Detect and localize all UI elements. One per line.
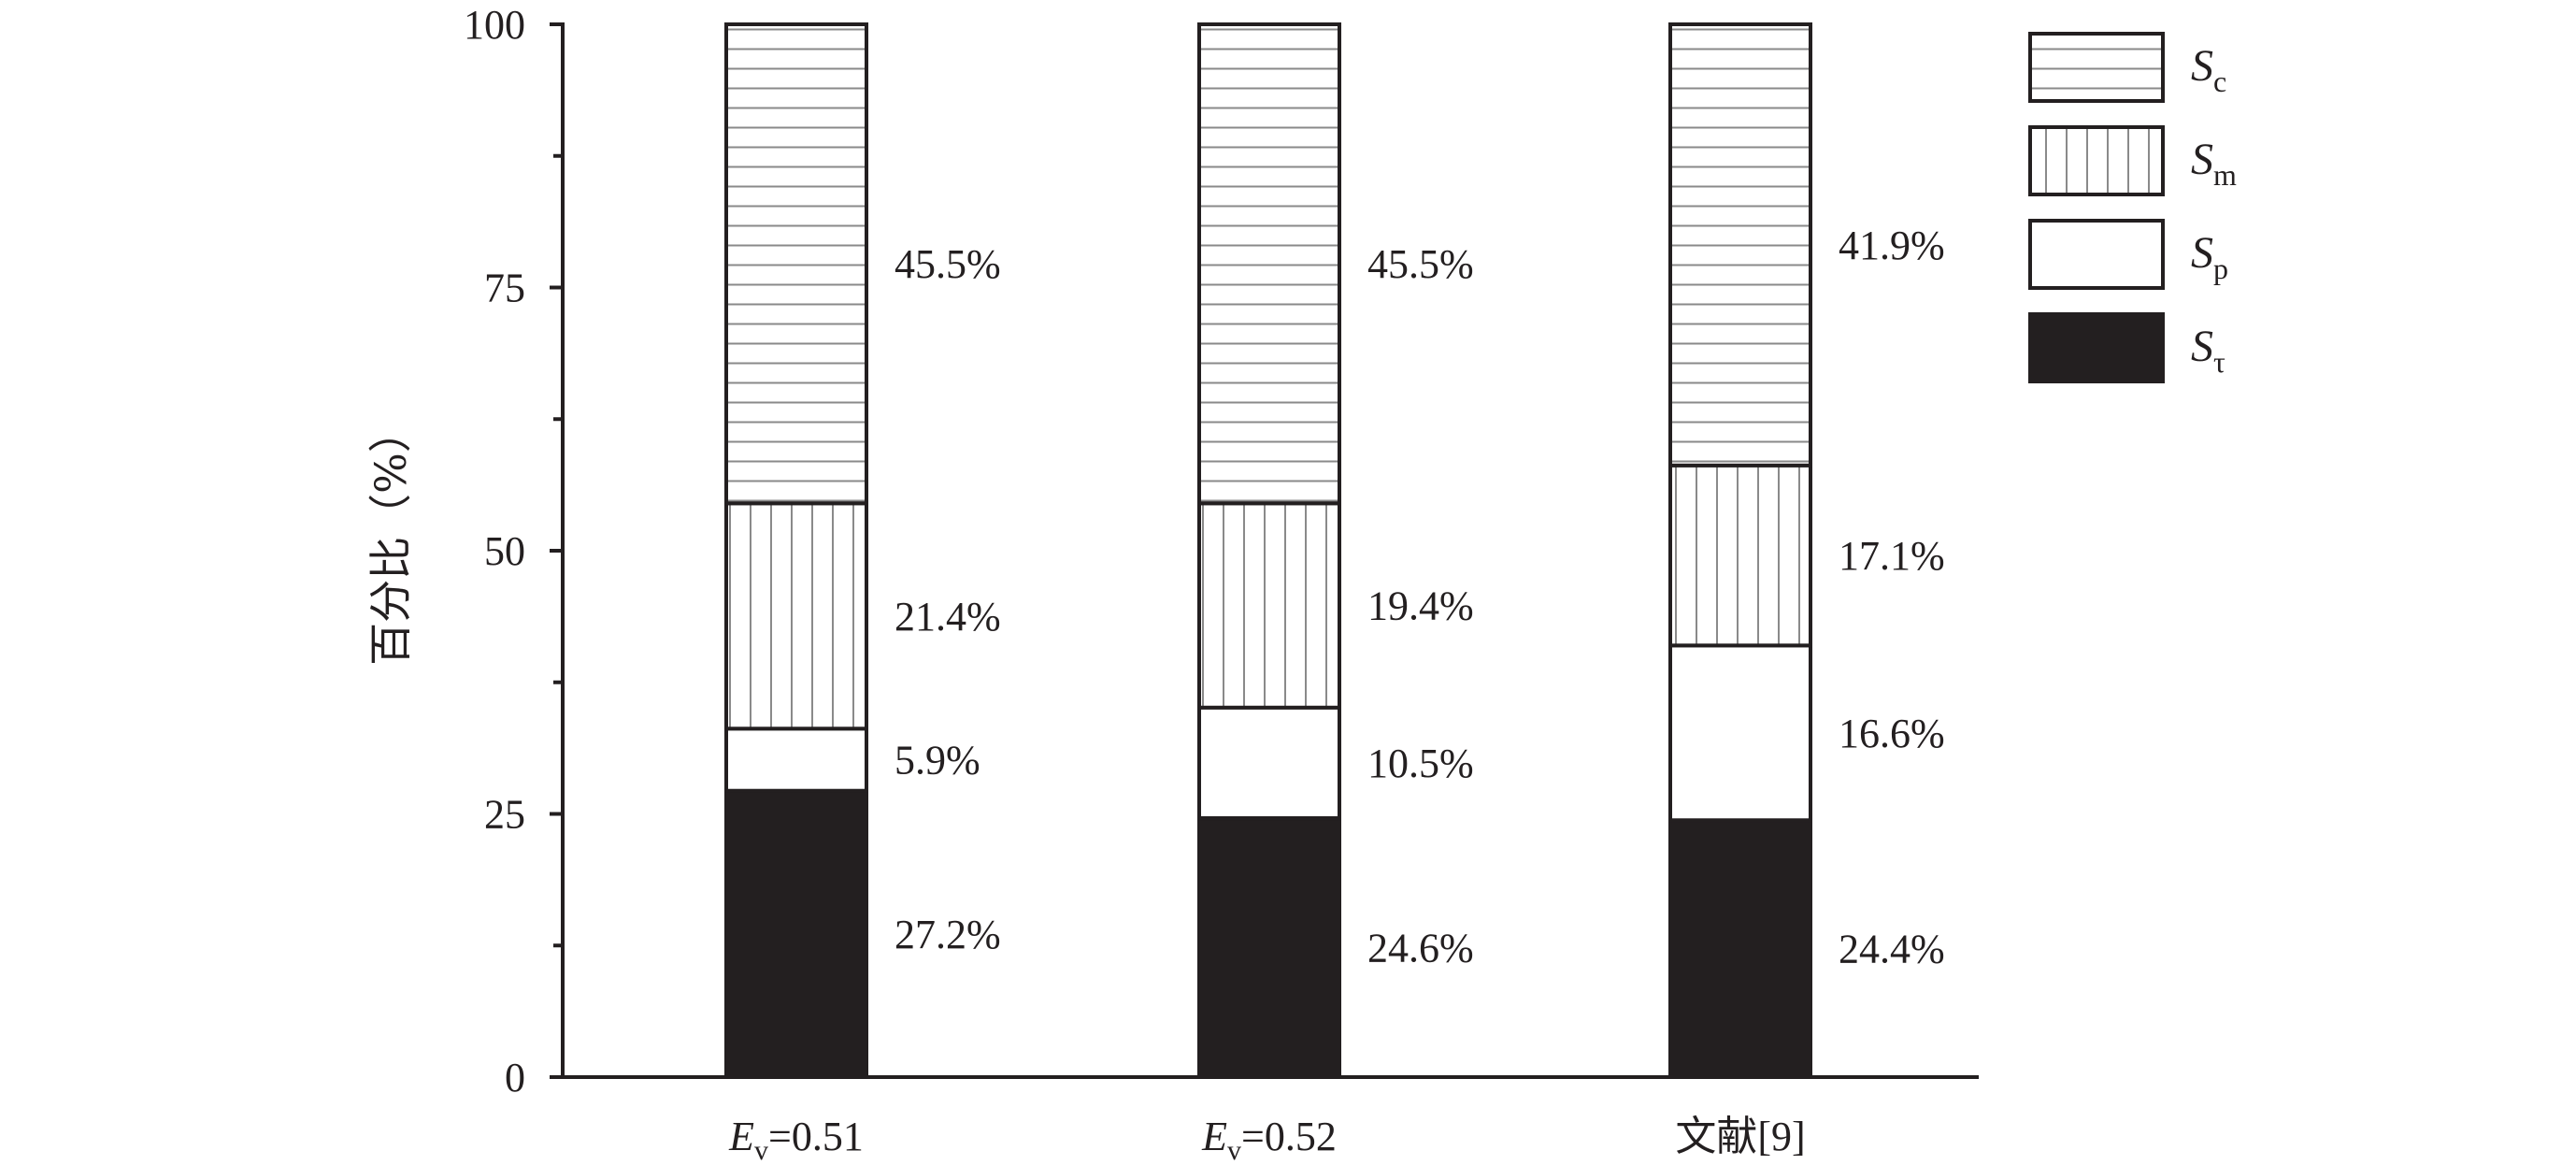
bar-segment-sc [724, 22, 868, 506]
category-label: Ev=0.52 [1201, 1114, 1337, 1165]
data-label-sc: 41.9% [1839, 223, 1945, 268]
legend-label-sm: Sm [2191, 135, 2237, 192]
bar-segment-sc [1668, 22, 1812, 467]
bar-segment-sm [724, 501, 868, 731]
bars [724, 22, 1812, 1080]
data-label-sm: 21.4% [894, 594, 1001, 640]
data-label-sp: 16.6% [1839, 711, 1945, 756]
legend-swatch-sc [2028, 32, 2165, 103]
y-tick-label: 100 [464, 2, 525, 48]
bar-segment-stau [724, 788, 868, 1080]
bar-segment-stau [1668, 818, 1812, 1079]
data-label-sp: 5.9% [894, 738, 980, 784]
data-label-sp: 10.5% [1367, 741, 1474, 786]
category-labels: Ev=0.51 Ev=0.52 文献[9] [728, 1114, 1806, 1165]
y-tick-label: 0 [505, 1055, 525, 1100]
y-tick-label: 50 [484, 528, 525, 574]
bar-segment-sm [1668, 463, 1812, 648]
legend-swatch-stau [2028, 312, 2165, 383]
bar-segment-sp [724, 726, 868, 793]
y-tick-label: 75 [484, 266, 525, 311]
legend-swatch-sm [2028, 125, 2165, 196]
data-label-stau: 24.6% [1367, 926, 1474, 971]
legend-label-sp: Sp [2191, 228, 2228, 285]
category-label: 文献[9] [1675, 1114, 1805, 1159]
bar-segment-sc [1197, 22, 1341, 506]
data-label-sc: 45.5% [1367, 241, 1474, 287]
legend-swatch-sp [2028, 219, 2165, 290]
data-label-stau: 24.4% [1839, 927, 1945, 972]
bar-segment-sm [1197, 501, 1341, 710]
bar-segment-stau [1197, 816, 1341, 1080]
category-label: Ev=0.51 [728, 1114, 864, 1165]
bar-segment-sp [1197, 705, 1341, 821]
data-label-stau: 27.2% [894, 912, 1001, 957]
data-label-sm: 17.1% [1839, 533, 1945, 579]
legend-label-sc: Sc [2191, 41, 2226, 98]
y-axis-label: 百分比（%） [365, 410, 416, 666]
legend: Sc Sm Sp Sτ [2028, 32, 2237, 383]
data-label-sc: 45.5% [894, 241, 1001, 287]
legend-label-stau: Sτ [2191, 322, 2225, 379]
data-label-sm: 19.4% [1367, 583, 1474, 629]
bar-segment-sp [1668, 643, 1812, 823]
data-labels: 27.2% 5.9% 21.4% 45.5% 24.6% 10.5% 19.4% 45.5% 2… [894, 223, 1945, 972]
y-tick-label: 25 [484, 792, 525, 838]
